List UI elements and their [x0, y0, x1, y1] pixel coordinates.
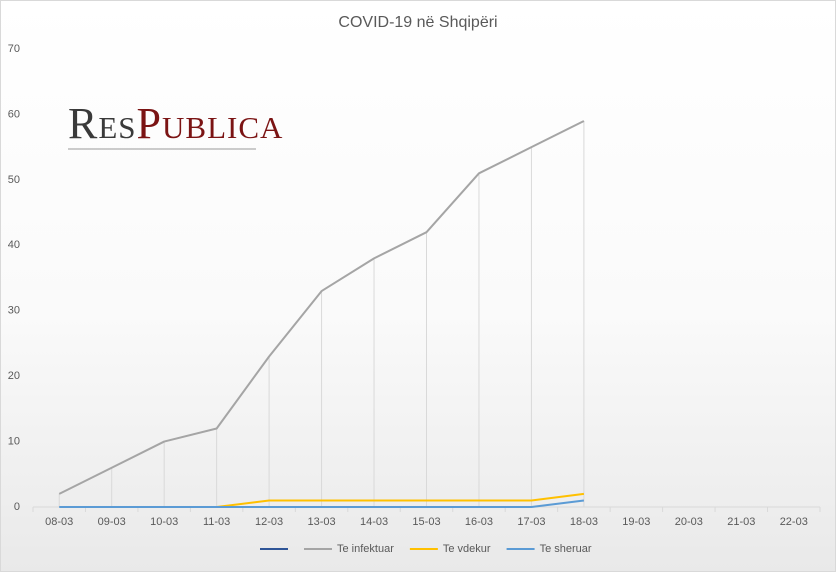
x-tick-label: 20-03 [675, 516, 703, 528]
watermark-publica: Publica [137, 99, 284, 148]
series-line [216, 492, 585, 508]
legend-label: Te vdekur [443, 543, 491, 555]
x-tick-label: 22-03 [780, 516, 808, 528]
x-tick-label: 15-03 [412, 516, 440, 528]
series-line [58, 120, 585, 495]
y-tick-label: 70 [8, 43, 20, 55]
y-tick-label: 20 [8, 370, 20, 382]
x-tick-label: 11-03 [203, 516, 230, 528]
x-tick-label: 13-03 [307, 516, 335, 528]
y-tick-label: 50 [8, 174, 20, 186]
watermark-part: ResPublica [68, 99, 283, 148]
legend-label: Te infektuar [337, 543, 394, 555]
watermark: ResPublica [68, 99, 283, 150]
x-tick-label: 10-03 [150, 516, 178, 528]
x-tick-label: 16-03 [465, 516, 493, 528]
y-tick-label: 30 [8, 305, 20, 317]
x-tick-label: 17-03 [517, 516, 545, 528]
watermark-res: Res [68, 99, 137, 148]
y-tick-label: 0 [14, 501, 20, 513]
x-tick-label: 19-03 [622, 516, 650, 528]
x-tick-label: 12-03 [255, 516, 283, 528]
x-tick-label: 21-03 [727, 516, 755, 528]
chart-title: COVID-19 në Shqipëri [338, 14, 497, 31]
y-tick-label: 60 [8, 108, 20, 120]
x-tick-label: 08-03 [45, 516, 73, 528]
x-tick-label: 18-03 [570, 516, 598, 528]
y-tick-label: 10 [8, 435, 20, 447]
x-tick-label: 09-03 [98, 516, 126, 528]
y-tick-label: 40 [8, 239, 20, 251]
series-line [59, 499, 585, 508]
legend-label: Te sheruar [540, 543, 592, 555]
x-tick-label: 14-03 [360, 516, 388, 528]
